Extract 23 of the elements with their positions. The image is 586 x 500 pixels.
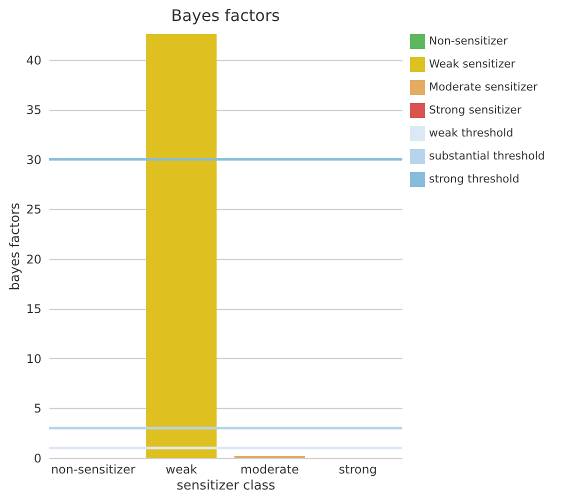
y-tick-label: 10 <box>26 352 42 366</box>
x-tick-label: non-sensitizer <box>50 462 136 476</box>
y-tick-label: 20 <box>26 252 42 266</box>
x-tick-label: strong <box>338 462 377 476</box>
legend-label: Weak sensitizer <box>429 58 516 70</box>
legend-label: Non-sensitizer <box>429 34 508 48</box>
legend-label: Strong sensitizer <box>429 104 522 116</box>
legend-label: weak threshold <box>429 126 514 140</box>
y-tick-label: 30 <box>26 152 42 167</box>
y-axis-title: bayes factors <box>8 202 24 290</box>
x-axis-title: sensitizer class <box>176 478 276 494</box>
y-tick-label: 0 <box>34 452 42 466</box>
y-tick-label: 5 <box>34 402 42 416</box>
y-tick-label: 35 <box>26 103 42 118</box>
y-tick-label: 25 <box>26 202 42 217</box>
legend-label: Moderate sensitizer <box>429 80 538 94</box>
x-tick-label: weak <box>166 462 198 476</box>
legend-label: strong threshold <box>429 172 520 186</box>
chart-title: Bayes factors <box>171 6 280 25</box>
y-tick-label: 40 <box>26 53 42 68</box>
legend-label: substantial threshold <box>429 150 545 162</box>
x-tick-label: moderate <box>240 462 299 476</box>
y-tick-label: 15 <box>26 302 42 316</box>
